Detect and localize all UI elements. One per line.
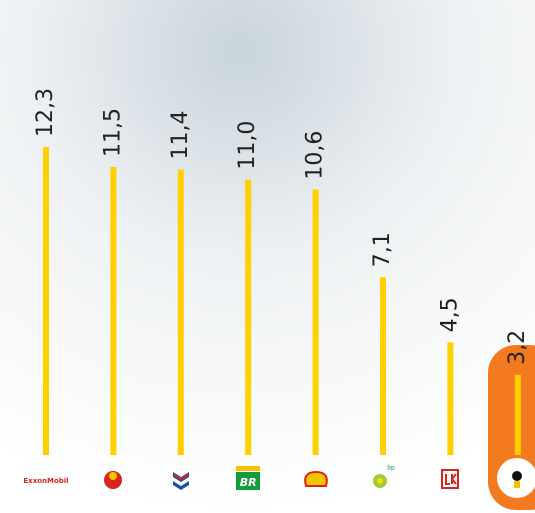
bar: [515, 375, 521, 455]
background: [0, 0, 535, 513]
value-label: 3,2: [505, 330, 530, 365]
value-label: 7,1: [370, 232, 395, 267]
value-label: 4,5: [437, 297, 462, 332]
bar: [245, 180, 251, 455]
bar: [178, 170, 184, 455]
value-label: 12,3: [33, 88, 58, 137]
bar: [43, 147, 49, 455]
category-logo-text: BR: [240, 476, 257, 489]
category-logo-text: bp: [387, 465, 395, 472]
value-label: 11,5: [100, 108, 125, 157]
bar: [380, 277, 386, 455]
category-logo-text: ExxonMobil: [23, 477, 68, 485]
bar: [313, 190, 319, 455]
chart: 12,3 ExxonMobil 11,5 11,4 11,0 BR 10,6 7,1 bp 4,5…: [0, 0, 535, 513]
bar: [447, 342, 453, 455]
value-label: 11,0: [235, 121, 260, 170]
value-label: 11,4: [168, 111, 193, 160]
value-label: 10,6: [303, 131, 328, 180]
bar: [110, 167, 116, 455]
